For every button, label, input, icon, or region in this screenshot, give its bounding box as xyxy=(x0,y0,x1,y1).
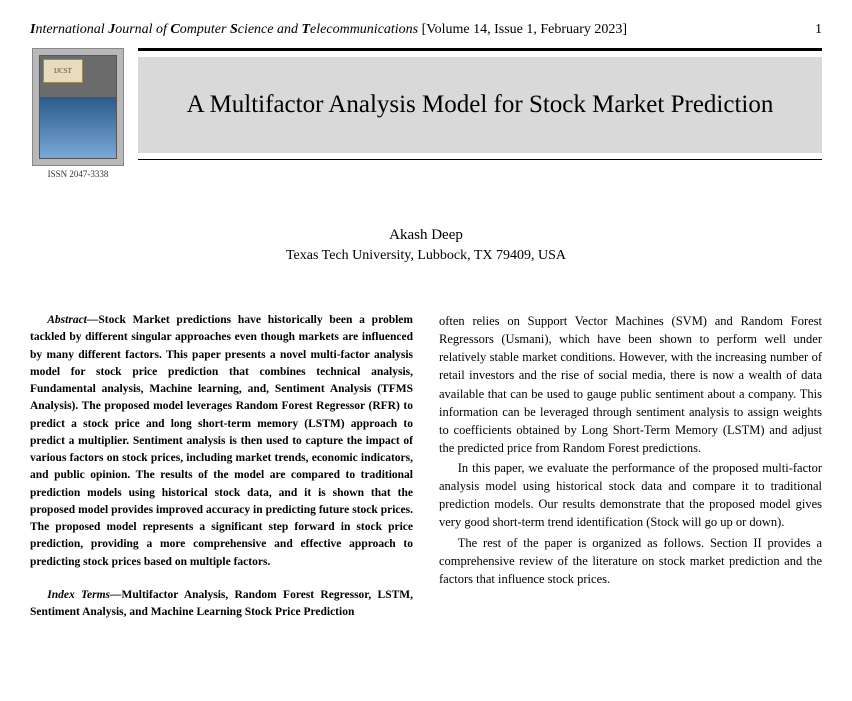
author-name: Akash Deep xyxy=(30,227,822,244)
paper-title: A Multifactor Analysis Model for Stock M… xyxy=(187,88,774,122)
journal-name: International Journal of Computer Scienc… xyxy=(30,22,627,38)
abstract-body: Stock Market predictions have historical… xyxy=(30,314,413,568)
title-section: IJCST ISSN 2047-3338 A Multifactor Analy… xyxy=(30,48,822,179)
body-columns: Abstract—Stock Market predictions have h… xyxy=(30,312,822,623)
journal-cover: IJCST ISSN 2047-3338 xyxy=(30,48,126,179)
body-paragraph-2: In this paper, we evaluate the performan… xyxy=(439,459,822,532)
issue-info: [Volume 14, Issue 1, February 2023] xyxy=(422,22,627,37)
body-paragraph-3: The rest of the paper is organized as fo… xyxy=(439,534,822,588)
running-header: International Journal of Computer Scienc… xyxy=(30,22,822,38)
author-block: Akash Deep Texas Tech University, Lubboc… xyxy=(30,227,822,264)
abstract: Abstract—Stock Market predictions have h… xyxy=(30,312,413,571)
page-number: 1 xyxy=(815,22,822,38)
title-banner: A Multifactor Analysis Model for Stock M… xyxy=(138,57,822,153)
left-column: Abstract—Stock Market predictions have h… xyxy=(30,312,413,623)
title-block: A Multifactor Analysis Model for Stock M… xyxy=(138,48,822,179)
issn-label: ISSN 2047-3338 xyxy=(30,169,126,179)
right-column: often relies on Support Vector Machines … xyxy=(439,312,822,623)
title-rule-bottom xyxy=(138,159,822,160)
index-terms-lead: Index Terms— xyxy=(47,589,121,601)
title-rule-top xyxy=(138,48,822,51)
index-terms: Index Terms—Multifactor Analysis, Random… xyxy=(30,587,413,622)
author-affiliation: Texas Tech University, Lubbock, TX 79409… xyxy=(30,248,822,264)
body-paragraph-1: often relies on Support Vector Machines … xyxy=(439,312,822,457)
cover-image: IJCST xyxy=(32,48,124,166)
cover-badge: IJCST xyxy=(43,59,83,83)
abstract-lead: Abstract— xyxy=(47,314,98,326)
